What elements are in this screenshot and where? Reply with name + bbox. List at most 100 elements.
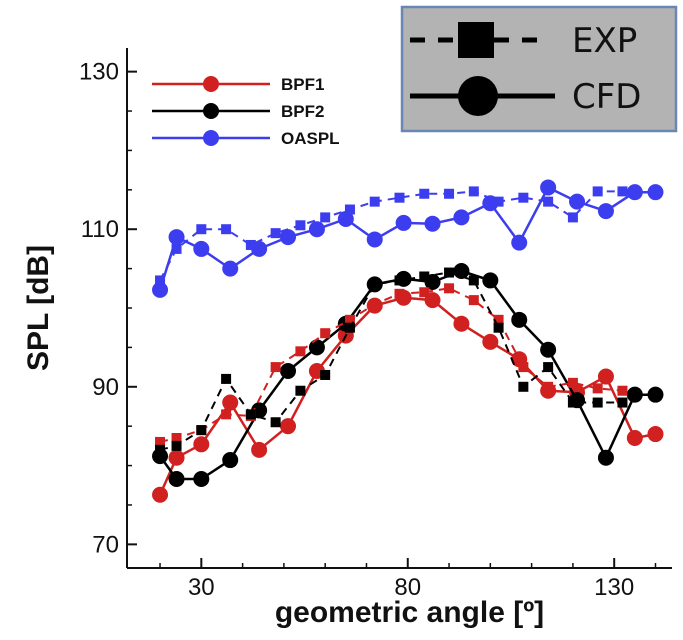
data-point-bpf2-cfd [222, 452, 239, 469]
series-bpf1-exp [155, 283, 628, 447]
data-point-bpf1-exp [419, 287, 430, 298]
data-point-oaspl-exp [394, 192, 405, 203]
data-point-bpf1-exp [221, 409, 232, 420]
data-point-bpf2-cfd [597, 449, 614, 466]
data-point-oaspl-exp [221, 224, 232, 235]
data-point-bpf2-cfd [168, 470, 185, 487]
data-point-oaspl-exp [320, 212, 331, 223]
style-key-label-exp: EXP [572, 21, 637, 61]
data-point-oaspl-cfd [597, 203, 614, 220]
data-point-oaspl-cfd [424, 215, 441, 232]
data-point-bpf1-cfd [152, 486, 169, 503]
data-point-oaspl-exp [617, 186, 628, 197]
plot-area [152, 179, 664, 503]
data-point-oaspl-exp [171, 243, 182, 254]
data-point-bpf1-exp [617, 385, 628, 396]
data-point-bpf2-exp [518, 381, 529, 392]
series-bpf2-exp [155, 267, 628, 455]
data-point-oaspl-cfd [511, 234, 528, 251]
data-point-bpf2-exp [419, 271, 430, 282]
data-point-bpf1-cfd [453, 315, 470, 332]
data-point-oaspl-cfd [168, 229, 185, 246]
data-point-bpf1-exp [295, 346, 306, 357]
data-point-oaspl-cfd [453, 209, 470, 226]
data-point-bpf2-exp [543, 362, 554, 373]
data-point-bpf2-exp [320, 369, 331, 380]
data-point-oaspl-cfd [366, 231, 383, 248]
data-point-bpf1-exp [567, 377, 578, 388]
style-key-marker-exp [458, 22, 494, 58]
data-point-oaspl-exp [369, 196, 380, 207]
data-point-oaspl-exp [493, 196, 504, 207]
data-point-oaspl-exp [592, 186, 603, 197]
data-point-bpf2-exp [592, 397, 603, 408]
data-point-oaspl-exp [518, 192, 529, 203]
series-bpf1-cfd [152, 289, 664, 503]
data-point-oaspl-exp [567, 212, 578, 223]
data-point-bpf2-cfd [482, 272, 499, 289]
series-oaspl-cfd [152, 179, 664, 298]
data-point-bpf1-exp [344, 314, 355, 325]
legend-label-bpf2: BPF2 [281, 102, 324, 121]
x-tick-label: 30 [188, 574, 215, 601]
data-point-bpf1-cfd [193, 436, 210, 453]
data-point-bpf1-exp [369, 299, 380, 310]
data-point-oaspl-cfd [626, 184, 643, 201]
data-point-bpf1-exp [592, 383, 603, 394]
data-point-bpf1-exp [171, 433, 182, 443]
data-point-bpf1-exp [543, 381, 554, 392]
data-point-oaspl-exp [245, 239, 256, 250]
y-tick-label: 90 [92, 374, 119, 401]
data-point-bpf1-exp [320, 328, 331, 339]
data-point-bpf1-exp [394, 288, 405, 299]
data-point-oaspl-cfd [222, 260, 239, 277]
x-tick-label: 80 [394, 574, 421, 601]
legend-label-bpf1: BPF1 [281, 75, 324, 94]
data-point-oaspl-exp [468, 186, 479, 197]
data-point-oaspl-cfd [308, 221, 325, 238]
data-point-bpf1-cfd [647, 426, 664, 443]
data-point-bpf2-cfd [647, 386, 664, 403]
data-point-bpf2-exp [245, 409, 256, 420]
y-tick-label: 130 [79, 59, 119, 86]
data-point-oaspl-exp [419, 188, 430, 199]
data-point-bpf2-cfd [453, 262, 470, 279]
data-point-bpf2-cfd [280, 363, 297, 380]
style-key-box [400, 5, 678, 133]
data-point-bpf1-cfd [482, 333, 499, 350]
data-point-oaspl-cfd [280, 229, 297, 246]
data-point-oaspl-exp [543, 196, 554, 207]
series-oaspl-exp [155, 186, 628, 286]
data-point-oaspl-cfd [647, 184, 664, 201]
data-point-bpf2-exp [221, 373, 232, 384]
data-point-oaspl-exp [344, 204, 355, 215]
data-point-oaspl-cfd [152, 281, 169, 298]
y-axis-title: SPL [dB] [22, 245, 55, 371]
data-point-bpf2-exp [155, 444, 166, 455]
data-point-bpf1-cfd [222, 394, 239, 411]
data-point-oaspl-exp [270, 228, 281, 239]
data-point-bpf2-exp [295, 385, 306, 396]
legend-marker-bpf1 [203, 76, 219, 92]
style-key-marker-cfd [458, 76, 498, 116]
x-axis-title: geometric angle [º] [275, 596, 544, 629]
data-point-oaspl-cfd [193, 240, 210, 257]
data-point-bpf2-exp [270, 417, 281, 428]
x-tick-label: 130 [594, 574, 634, 601]
axes-frame: 70 90 110 130 30 80 130 geometric angle [º] SPL … [22, 48, 672, 629]
legend-marker-oaspl [203, 130, 219, 146]
data-point-oaspl-cfd [337, 210, 354, 227]
data-point-bpf2-exp [567, 397, 578, 408]
data-point-bpf1-cfd [626, 430, 643, 446]
data-point-bpf1-exp [444, 283, 455, 294]
data-point-bpf1-cfd [597, 368, 614, 385]
y-tick-label: 110 [81, 216, 119, 243]
data-point-bpf2-exp [493, 322, 504, 333]
data-point-oaspl-cfd [569, 193, 586, 210]
data-point-bpf2-exp [171, 440, 182, 451]
data-point-oaspl-exp [155, 275, 166, 286]
data-point-bpf1-cfd [251, 441, 268, 458]
data-point-bpf2-exp [617, 397, 628, 408]
data-point-bpf2-cfd [308, 339, 325, 356]
